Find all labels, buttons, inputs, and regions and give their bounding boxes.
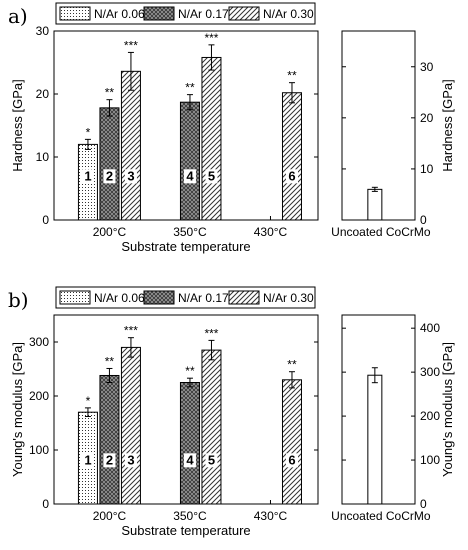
ref-y-tick-label: 400 xyxy=(420,321,440,335)
bar-number-bg xyxy=(81,453,94,468)
bar-number: 1 xyxy=(84,168,91,183)
bar-number: 3 xyxy=(127,452,134,467)
significance-label: *** xyxy=(204,31,218,45)
legend-entry: N/Ar 0.17 xyxy=(178,291,229,305)
significance-label: * xyxy=(86,125,91,139)
legend-entry: N/Ar 0.06 xyxy=(94,7,145,21)
bar-number-bg xyxy=(205,453,218,468)
x-tick-label: 430°C xyxy=(254,509,288,523)
ref-category-label: Uncoated CoCrMo xyxy=(331,225,431,239)
x-tick-label: 430°C xyxy=(254,225,288,239)
bar-number-bg xyxy=(103,453,116,468)
ref-y-tick-label: 0 xyxy=(420,213,427,227)
y-tick-label: 100 xyxy=(29,443,49,457)
significance-label: ** xyxy=(105,354,115,368)
bar-number-bg xyxy=(205,169,218,184)
bar-number: 5 xyxy=(208,168,215,183)
legend-swatch xyxy=(143,6,175,21)
legend-swatch xyxy=(228,290,260,305)
ref-y-tick-label: 200 xyxy=(420,409,440,423)
legend-swatch xyxy=(59,290,91,305)
ref-y-axis-label: Young's modulus [GPa] xyxy=(440,342,455,477)
significance-label: ** xyxy=(105,86,115,100)
y-tick-label: 20 xyxy=(36,87,50,101)
y-tick-label: 0 xyxy=(42,213,49,227)
y-axis-label: Hardness [GPa] xyxy=(10,79,25,172)
significance-label: ** xyxy=(287,358,297,372)
bar xyxy=(99,107,120,221)
bar xyxy=(281,379,302,505)
bar-number-bg xyxy=(124,453,137,468)
bar xyxy=(120,346,141,505)
bar-number: 2 xyxy=(106,168,113,183)
x-axis-label: Substrate temperature xyxy=(121,239,250,254)
y-axis-label: Young's modulus [GPa] xyxy=(10,342,25,477)
y-tick-label: 10 xyxy=(36,150,50,164)
bar xyxy=(179,101,200,221)
bar-number: 6 xyxy=(288,452,295,467)
bar xyxy=(99,374,120,505)
significance-label: ** xyxy=(185,364,195,378)
legend-entry: N/Ar 0.30 xyxy=(263,291,314,305)
reference-bar xyxy=(367,374,383,505)
bar-number-bg xyxy=(124,169,137,184)
legend-swatch xyxy=(228,6,260,21)
ref-y-axis-label: Hardness [GPa] xyxy=(440,79,455,172)
bar xyxy=(281,92,302,221)
reference-bar xyxy=(367,188,383,221)
legend-entry: N/Ar 0.06 xyxy=(94,291,145,305)
ref-y-tick-label: 10 xyxy=(420,162,434,176)
significance-label: ** xyxy=(185,81,195,95)
y-tick-label: 0 xyxy=(42,497,49,511)
ref-y-tick-label: 0 xyxy=(420,497,427,511)
bar-number: 3 xyxy=(127,168,134,183)
legend-swatch xyxy=(59,6,91,21)
bar-number-bg xyxy=(103,169,116,184)
panel-a: a) 0 10 20 30 Hardness [GPa] 200°C * 1 ** 2 *** 3 350… xyxy=(8,2,455,254)
ref-y-tick-label: 300 xyxy=(420,365,440,379)
legend-swatch xyxy=(143,290,175,305)
bar-number: 6 xyxy=(288,168,295,183)
bar-number-bg xyxy=(81,169,94,184)
x-tick-label: 350°C xyxy=(173,225,207,239)
bar-number-bg xyxy=(183,453,196,468)
y-tick-label: 300 xyxy=(29,335,49,349)
ref-y-tick-label: 100 xyxy=(420,453,440,467)
y-tick-label: 30 xyxy=(36,24,50,38)
significance-label: *** xyxy=(204,326,218,340)
bar-number-bg xyxy=(285,169,298,184)
legend-entry: N/Ar 0.30 xyxy=(263,7,314,21)
significance-label: *** xyxy=(124,324,138,338)
bar-number-bg xyxy=(285,453,298,468)
legend-entry: N/Ar 0.17 xyxy=(178,7,229,21)
bar-number: 2 xyxy=(106,452,113,467)
bar-number: 4 xyxy=(186,168,194,183)
x-axis-label: Substrate temperature xyxy=(121,523,250,538)
panel-letter: a) xyxy=(8,4,28,28)
bar xyxy=(201,349,222,505)
ref-category-label: Uncoated CoCrMo xyxy=(331,509,431,523)
panel-letter: b) xyxy=(8,288,29,312)
significance-label: ** xyxy=(287,69,297,83)
significance-label: *** xyxy=(124,38,138,52)
bar-number-bg xyxy=(183,169,196,184)
bar xyxy=(179,382,200,505)
bar xyxy=(201,56,222,221)
x-tick-label: 350°C xyxy=(173,509,207,523)
bar xyxy=(120,70,141,221)
significance-label: * xyxy=(86,394,91,408)
ref-y-tick-label: 20 xyxy=(420,111,434,125)
y-tick-label: 200 xyxy=(29,389,49,403)
x-tick-label: 200°C xyxy=(93,225,127,239)
x-tick-label: 200°C xyxy=(93,509,127,523)
bar-number: 5 xyxy=(208,452,215,467)
ref-y-tick-label: 30 xyxy=(420,60,434,74)
bar-number: 1 xyxy=(84,452,91,467)
bar-number: 4 xyxy=(186,452,194,467)
